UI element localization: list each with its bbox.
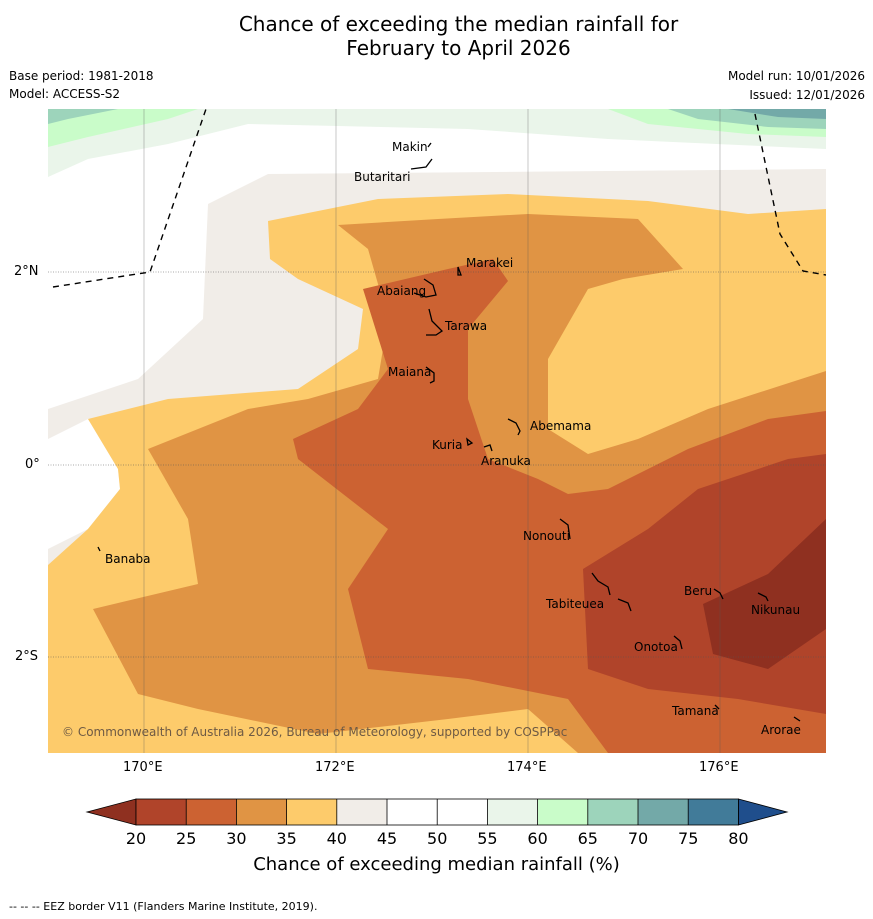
zone-below-20: [703, 519, 826, 669]
colorbar: 20 25 30 35 40 45 50 55 60 65 70 75 80: [85, 798, 789, 848]
place-label: Maiana: [388, 365, 431, 379]
title-line-1: Chance of exceeding the median rainfall …: [238, 12, 679, 36]
colorbar-title: Chance of exceeding median rainfall (%): [253, 854, 620, 875]
zone-55-60: [48, 109, 826, 177]
rainfall-map: Makin Butaritari Marakei Abaiang Tarawa …: [48, 109, 826, 753]
place-label: Aranuka: [481, 454, 531, 468]
colorbar-segment: [286, 799, 337, 825]
title-line-2: February to April 2026: [346, 36, 571, 60]
place-label: Makin: [392, 140, 428, 154]
colorbar-segment: [336, 799, 387, 825]
issued-date: Issued: 12/01/2026: [749, 88, 865, 102]
base-period: Base period: 1981-2018: [9, 69, 154, 83]
place-label: Butaritari: [354, 170, 411, 184]
place-label: Tabiteuea: [545, 597, 604, 611]
colorbar-tick: 20: [126, 829, 146, 848]
lon-tick: 176°E: [699, 760, 739, 775]
colorbar-tick: 45: [377, 829, 397, 848]
colorbar-segment: [638, 799, 689, 825]
colorbar-segment: [437, 799, 488, 825]
place-label: Tarawa: [444, 319, 487, 333]
colorbar-tick: 55: [477, 829, 497, 848]
place-label: Nikunau: [751, 603, 800, 617]
colorbar-tick: 75: [678, 829, 698, 848]
place-label: Beru: [684, 584, 712, 598]
colorbar-tick: 30: [226, 829, 246, 848]
eez-legend-note: -- -- -- EEZ border V11 (Flanders Marine…: [9, 900, 318, 913]
colorbar-segment: [688, 799, 739, 825]
colorbar-segment: [136, 799, 187, 825]
map-title: Chance of exceeding the median rainfall …: [0, 12, 873, 60]
colorbar-segment: [587, 799, 638, 825]
colorbar-tick: 65: [578, 829, 598, 848]
colorbar-segment: [387, 799, 438, 825]
colorbar-tick: 70: [628, 829, 648, 848]
place-label: Arorae: [761, 723, 801, 737]
colorbar-segment: [236, 799, 287, 825]
lon-tick: 172°E: [315, 760, 355, 775]
graticule: [48, 109, 826, 753]
place-label: Abaiang: [377, 284, 426, 298]
zone-60-65: [48, 109, 198, 147]
lat-tick: 2°S: [15, 649, 39, 664]
lon-tick: 170°E: [123, 760, 163, 775]
place-label: Abemama: [530, 419, 591, 433]
zone-45-55-west: [48, 419, 120, 549]
colorbar-tick: 25: [176, 829, 196, 848]
model-name: Model: ACCESS-S2: [9, 87, 121, 101]
eez-border: [52, 109, 826, 288]
zone-45-55-north: [48, 109, 826, 409]
lat-tick: 2°N: [14, 264, 39, 279]
colorbar-tick: 60: [527, 829, 547, 848]
colorbar-tick: 35: [276, 829, 296, 848]
colorbar-under-arrow: [85, 798, 137, 826]
place-label: Onotoa: [634, 640, 678, 654]
place-label: Nonouti: [523, 529, 570, 543]
colorbar-tick: 80: [728, 829, 748, 848]
colorbar-segment: [487, 799, 538, 825]
colorbar-tick: 50: [427, 829, 447, 848]
place-label: Banaba: [105, 552, 151, 566]
place-label: Tamana: [671, 704, 719, 718]
place-label: Kuria: [432, 438, 463, 452]
zone-70-75: [728, 109, 826, 119]
place-label: Marakei: [466, 256, 513, 270]
colorbar-tick: 40: [327, 829, 347, 848]
island-outlines: [97, 142, 801, 722]
colorbar-dividers: [135, 798, 739, 826]
colorbar-segment: [186, 799, 237, 825]
lat-tick: 0°: [25, 457, 40, 472]
colorbar-over-arrow: [738, 798, 789, 826]
colorbar-segment: [537, 799, 588, 825]
copyright-notice: © Commonwealth of Australia 2026, Bureau…: [62, 725, 567, 739]
model-run: Model run: 10/01/2026: [727, 69, 865, 83]
lon-tick: 174°E: [507, 760, 547, 775]
